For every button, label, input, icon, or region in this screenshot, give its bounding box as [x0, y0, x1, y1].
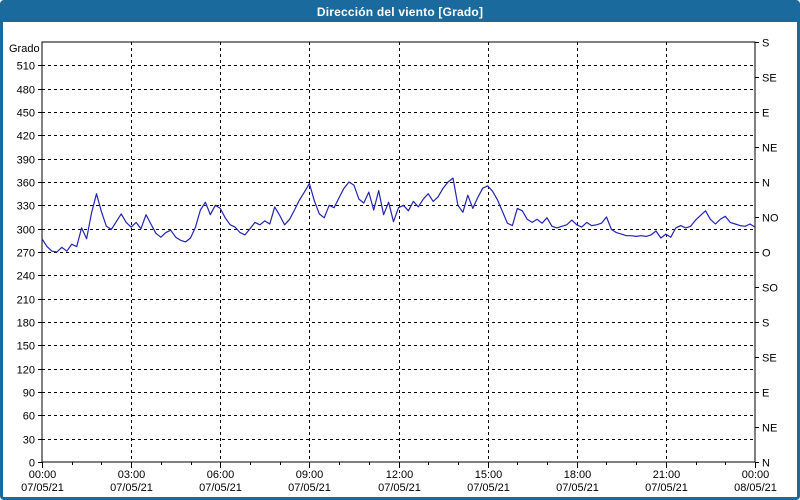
compass-label: S — [762, 318, 769, 330]
y-tick-label: 120 — [17, 365, 35, 377]
y-tick-label: 210 — [17, 295, 35, 307]
compass-label: O — [762, 248, 771, 260]
x-time-label: 06:00 — [207, 469, 235, 481]
compass-label: SE — [762, 353, 777, 365]
compass-label: E — [762, 108, 769, 120]
x-time-label: 09:00 — [296, 469, 324, 481]
compass-label: S — [762, 38, 769, 50]
y-tick-label: 90 — [23, 388, 35, 400]
compass-label: NO — [762, 213, 779, 225]
x-time-label: 00:00 — [742, 469, 770, 481]
x-date-label: 07/05/21 — [378, 482, 421, 494]
compass-label: SO — [762, 283, 778, 295]
x-time-label: 15:00 — [475, 469, 503, 481]
x-time-label: 18:00 — [564, 469, 592, 481]
tick-marks — [38, 42, 759, 468]
x-date-label: 08/05/21 — [734, 482, 777, 494]
x-date-label: 07/05/21 — [110, 482, 153, 494]
y-tick-label: 240 — [17, 271, 35, 283]
tick-labels: 0 30 60 90 120 150 180 210 240 270 300 330 360 390 420… — [17, 38, 779, 495]
y-tick-label: 0 — [29, 458, 35, 470]
compass-label: N — [762, 178, 770, 190]
x-time-label: 12:00 — [386, 469, 414, 481]
x-date-label: 07/05/21 — [21, 482, 64, 494]
compass-label: SE — [762, 73, 777, 85]
y-tick-label: 60 — [23, 411, 35, 423]
x-time-label: 03:00 — [118, 469, 146, 481]
x-date-label: 07/05/21 — [467, 482, 510, 494]
y-tick-label: 420 — [17, 131, 35, 143]
wind-direction-line — [41, 177, 756, 253]
compass-label: N — [762, 458, 770, 470]
x-time-label: 21:00 — [653, 469, 681, 481]
y-tick-label: 270 — [17, 248, 35, 260]
y-tick-label: 450 — [17, 108, 35, 120]
data-series — [41, 177, 756, 253]
compass-label: NE — [762, 423, 777, 435]
y-axis-title: Grado — [9, 43, 40, 55]
gridlines — [42, 42, 755, 462]
wind-direction-chart: 0 30 60 90 120 150 180 210 240 270 300 330 360 390 420… — [9, 38, 779, 495]
chart-area: 0 30 60 90 120 150 180 210 240 270 300 330 360 390 420… — [3, 22, 797, 497]
x-date-label: 07/05/21 — [556, 482, 599, 494]
y-tick-label: 330 — [17, 201, 35, 213]
compass-label: NE — [762, 143, 777, 155]
y-tick-label: 390 — [17, 155, 35, 167]
x-date-label: 07/05/21 — [288, 482, 331, 494]
y-tick-label: 510 — [17, 61, 35, 73]
x-time-label: 00:00 — [29, 469, 57, 481]
y-tick-label: 150 — [17, 341, 35, 353]
x-date-label: 07/05/21 — [199, 482, 242, 494]
compass-label: E — [762, 388, 769, 400]
y-tick-label: 300 — [17, 225, 35, 237]
y-tick-label: 360 — [17, 178, 35, 190]
x-date-label: 07/05/21 — [645, 482, 688, 494]
window-title: Dirección del viento [Grado] — [3, 3, 797, 22]
y-tick-label: 480 — [17, 85, 35, 97]
y-tick-label: 30 — [23, 435, 35, 447]
y-tick-label: 180 — [17, 318, 35, 330]
